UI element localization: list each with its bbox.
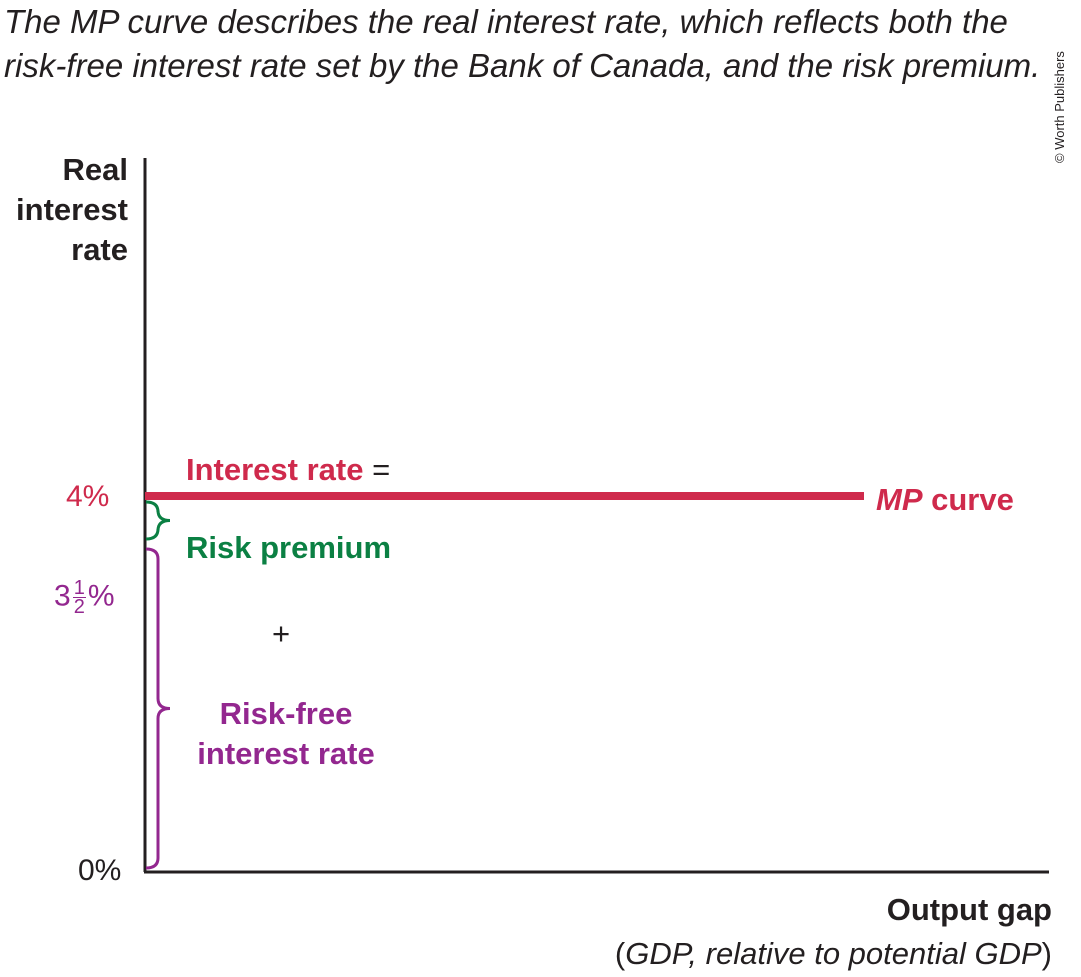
x-sublabel-open: ( [614,936,626,971]
plus-sign: + [272,616,291,651]
y-axis-label: Real interest rate [0,150,128,270]
tick-percent-sign: % [87,579,115,613]
risk-free-label-line: Risk-free [219,696,353,731]
y-tick-0-percent: 0% [78,854,122,887]
x-sublabel-close: ) [1041,936,1052,971]
figure-caption: The MP curve describes the real interest… [4,3,1041,84]
tick-whole: 3 [54,579,71,613]
y-tick-3-and-half-percent: 3 1 2% [54,577,115,625]
fraction-numerator: 1 [72,577,86,599]
y-axis-label-line: rate [71,232,128,267]
mp-curve-label: MP curve [876,480,1014,520]
y-axis-label-line: Real [62,152,128,187]
interest-rate-label: Interest rate = [186,450,390,490]
x-axis-sublabel: (GDP, relative to potential GDP) [615,934,1052,974]
y-axis-label-line: interest [16,192,128,227]
risk-free-label: Risk-free interest rate [186,694,386,774]
x-axis-label: Output gap [886,892,1052,927]
mp-curve-name-italic: MP [876,482,923,517]
x-sublabel-italic: GDP, relative to potential GDP [625,936,1042,971]
risk-free-bracket [145,547,171,870]
fraction-denominator: 2 [73,596,85,618]
risk-premium-label: Risk premium [186,530,392,565]
risk-premium-bracket [145,500,171,541]
equals-sign: = [372,452,391,487]
risk-free-label-line: interest rate [197,736,375,771]
interest-rate-text: Interest rate [186,452,364,487]
y-tick-4-percent: 4% [66,480,110,513]
mp-curve-name-rest: curve [922,482,1014,517]
